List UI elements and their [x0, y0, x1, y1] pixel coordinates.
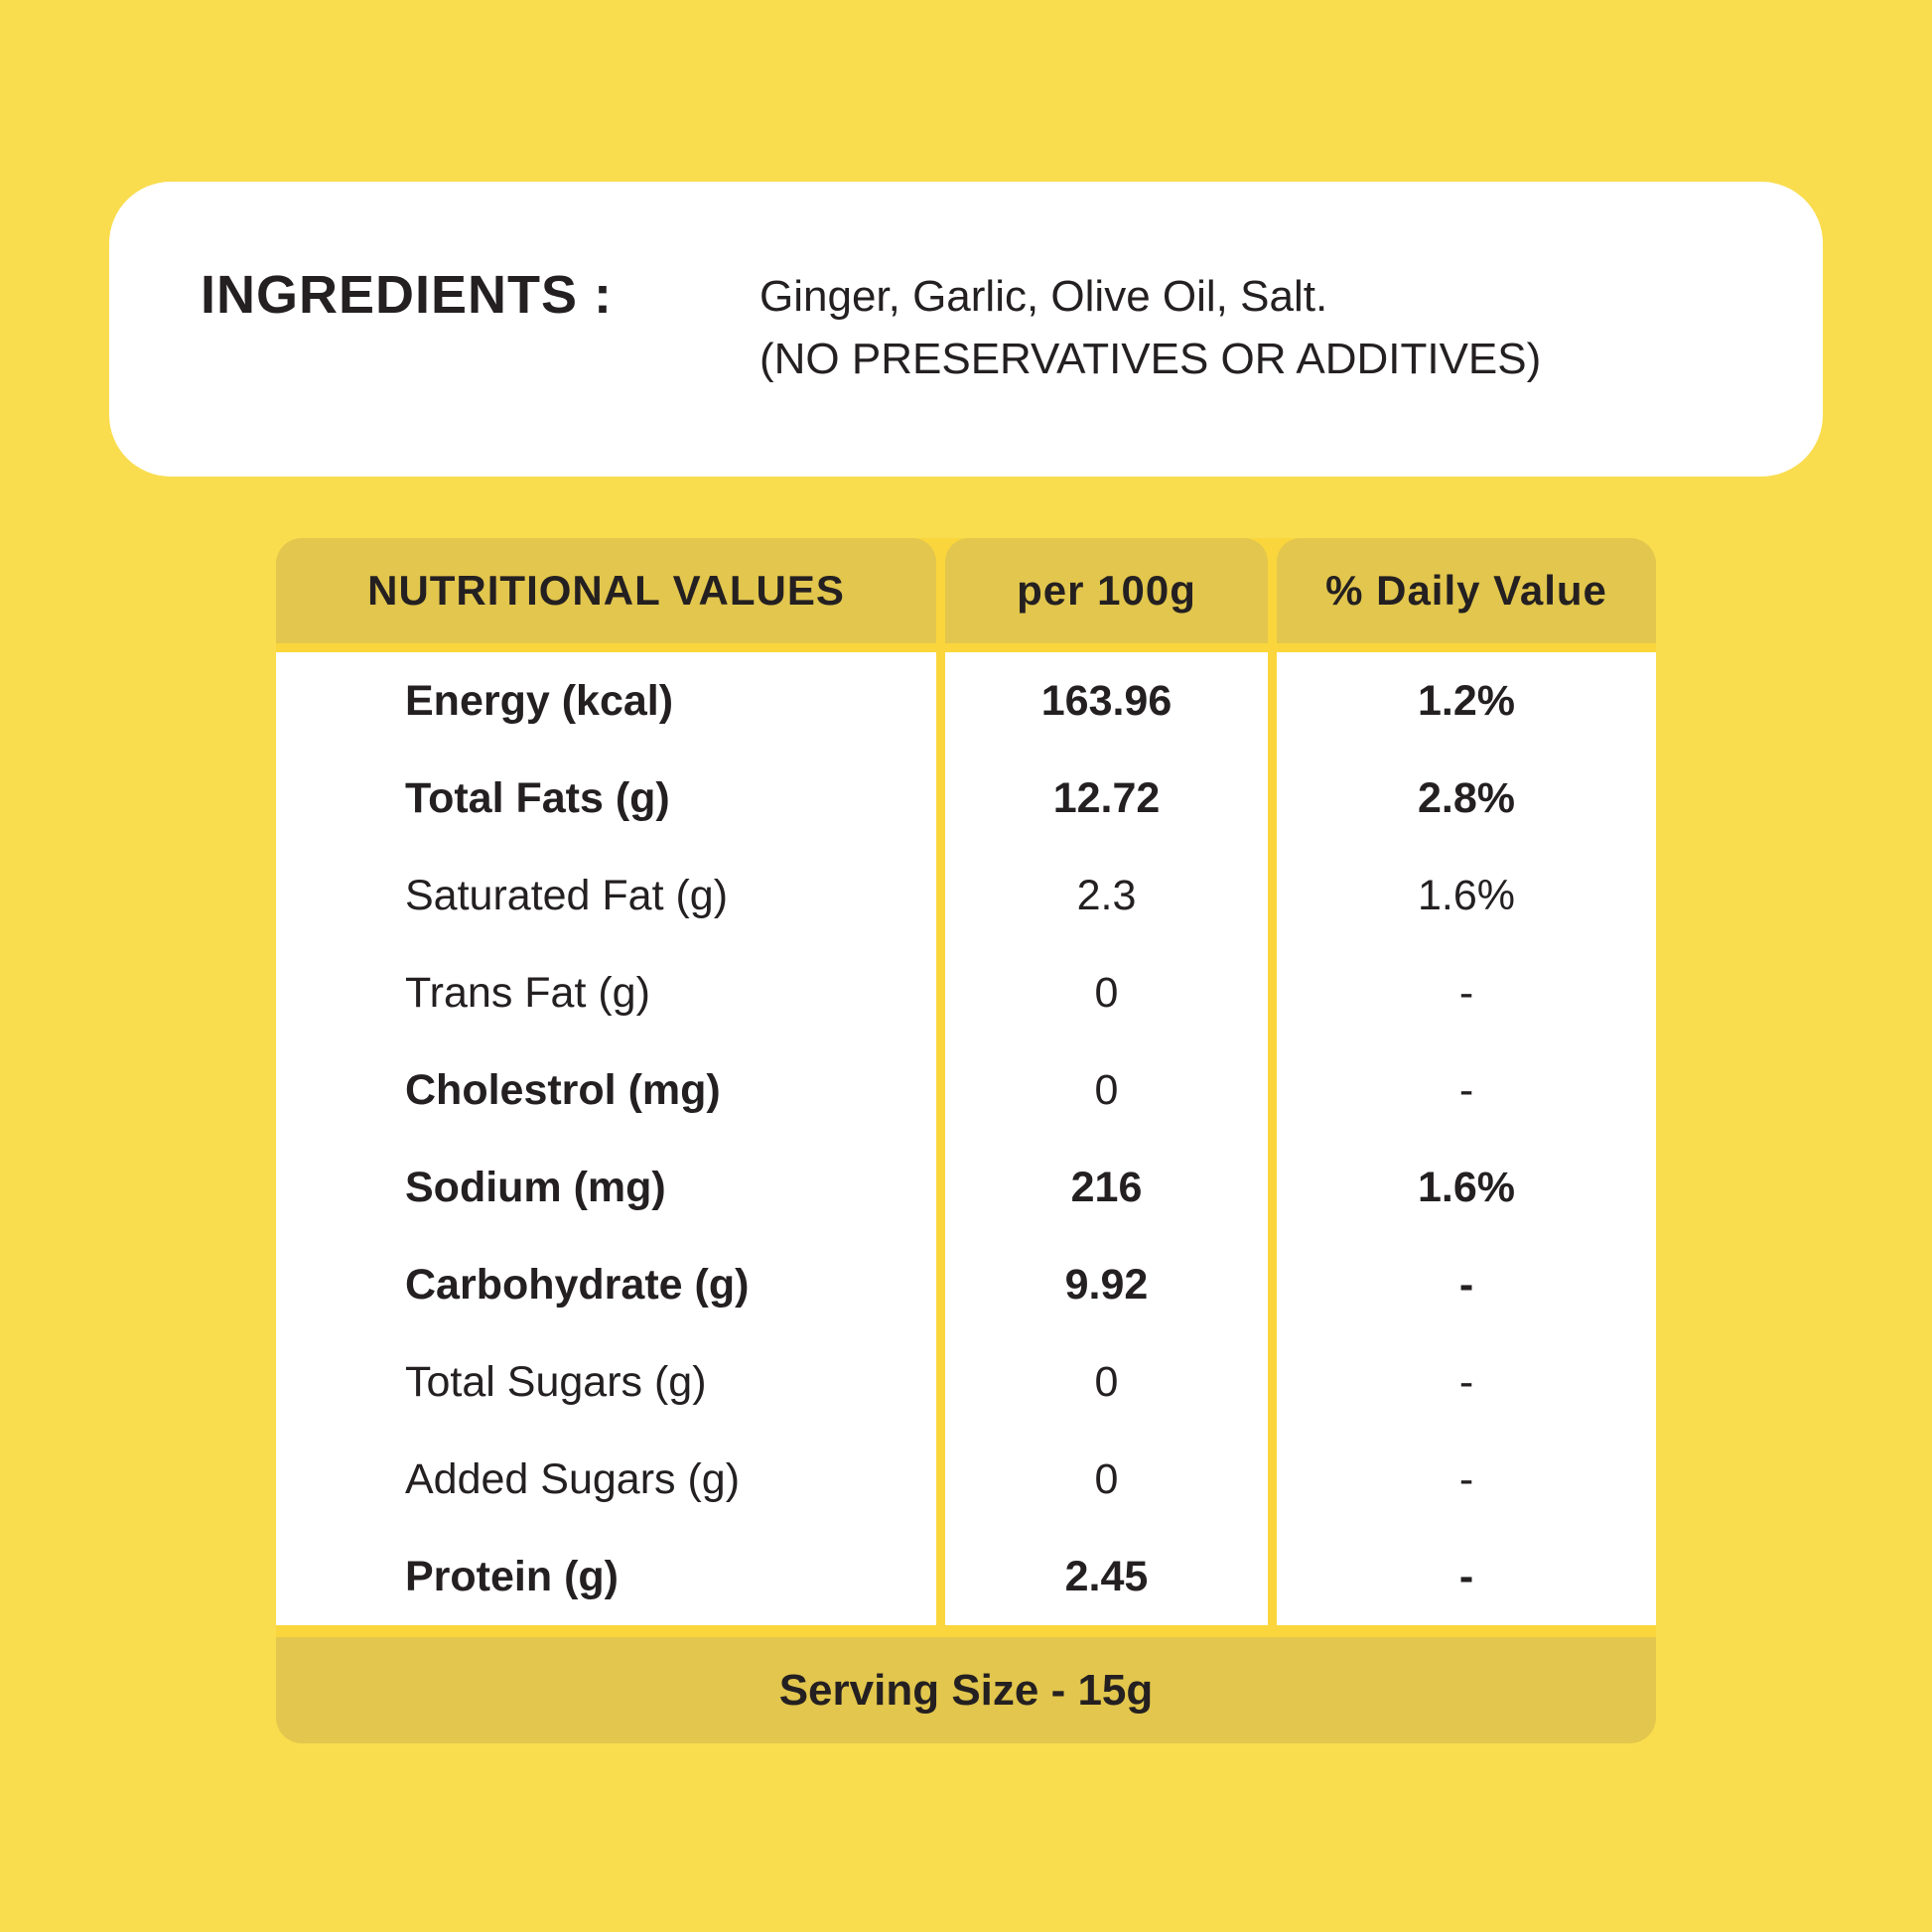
row-label: Total Sugars (g) [276, 1333, 936, 1431]
nutrition-table-body: Energy (kcal) 163.96 1.2% Total Fats (g)… [276, 652, 1656, 1628]
row-daily-value: 1.6% [1277, 847, 1656, 944]
row-per100g: 9.92 [945, 1236, 1268, 1333]
row-daily-value: 1.6% [1277, 1139, 1656, 1236]
row-label: Trans Fat (g) [276, 944, 936, 1041]
row-label: Protein (g) [276, 1528, 936, 1625]
header-nutritional-values: NUTRITIONAL VALUES [276, 538, 936, 643]
ingredients-card: INGREDIENTS : Ginger, Garlic, Olive Oil,… [109, 182, 1823, 477]
ingredients-heading: INGREDIENTS : [201, 265, 614, 325]
nutrition-table: NUTRITIONAL VALUES per 100g % Daily Valu… [276, 538, 1656, 1743]
row-label: Saturated Fat (g) [276, 847, 936, 944]
row-daily-value: - [1277, 1431, 1656, 1528]
row-per100g: 0 [945, 1431, 1268, 1528]
row-per100g: 2.3 [945, 847, 1268, 944]
row-per100g: 163.96 [945, 652, 1268, 750]
row-per100g: 216 [945, 1139, 1268, 1236]
header-per-100g: per 100g [945, 538, 1268, 643]
row-label: Added Sugars (g) [276, 1431, 936, 1528]
row-daily-value: - [1277, 1041, 1656, 1139]
row-per100g: 0 [945, 1041, 1268, 1139]
row-daily-value: - [1277, 1333, 1656, 1431]
header-daily-value: % Daily Value [1277, 538, 1656, 643]
ingredients-text: Ginger, Garlic, Olive Oil, Salt. (NO PRE… [759, 265, 1541, 390]
row-label: Sodium (mg) [276, 1139, 936, 1236]
row-label: Total Fats (g) [276, 750, 936, 847]
row-per100g: 0 [945, 1333, 1268, 1431]
row-label: Cholestrol (mg) [276, 1041, 936, 1139]
ingredients-line-1: Ginger, Garlic, Olive Oil, Salt. [759, 272, 1328, 321]
row-label: Carbohydrate (g) [276, 1236, 936, 1333]
ingredients-line-2: (NO PRESERVATIVES OR ADDITIVES) [759, 335, 1542, 383]
serving-size-text: Serving Size - 15g [778, 1665, 1154, 1715]
nutrition-table-header: NUTRITIONAL VALUES per 100g % Daily Valu… [276, 538, 1656, 643]
row-per100g: 0 [945, 944, 1268, 1041]
row-daily-value: - [1277, 1528, 1656, 1625]
serving-size-band: Serving Size - 15g [276, 1637, 1656, 1743]
row-per100g: 2.45 [945, 1528, 1268, 1625]
row-daily-value: - [1277, 944, 1656, 1041]
row-daily-value: 1.2% [1277, 652, 1656, 750]
row-label: Energy (kcal) [276, 652, 936, 750]
row-per100g: 12.72 [945, 750, 1268, 847]
row-daily-value: 2.8% [1277, 750, 1656, 847]
row-daily-value: - [1277, 1236, 1656, 1333]
